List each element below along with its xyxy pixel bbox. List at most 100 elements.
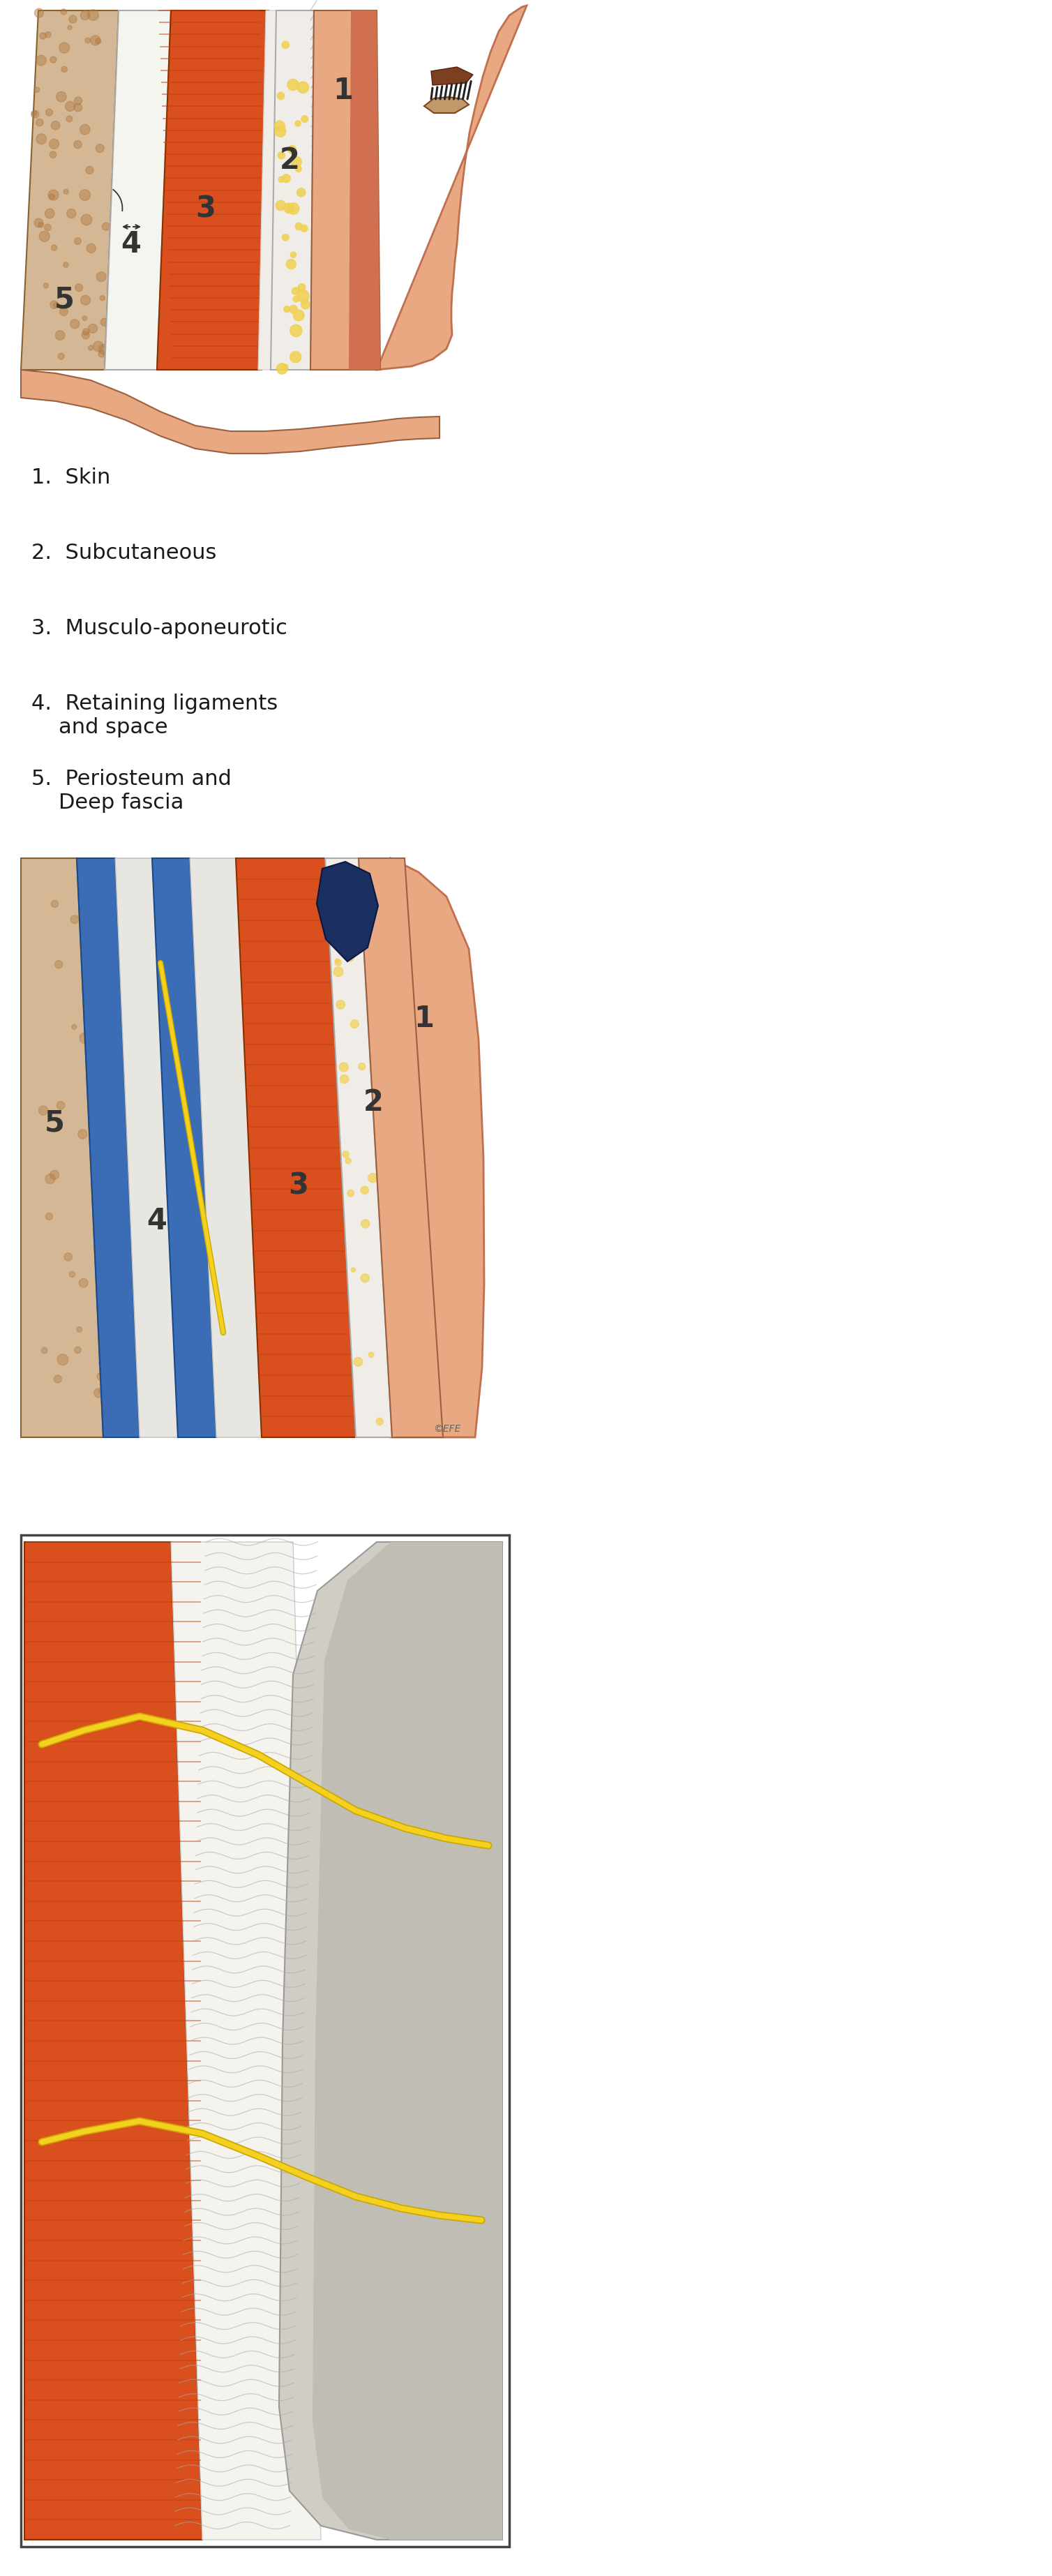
- Circle shape: [99, 1360, 104, 1365]
- Circle shape: [98, 1296, 103, 1298]
- Polygon shape: [157, 10, 268, 371]
- Circle shape: [75, 98, 82, 106]
- Circle shape: [90, 36, 100, 46]
- Circle shape: [80, 1033, 90, 1043]
- Circle shape: [97, 1066, 105, 1074]
- Circle shape: [88, 325, 98, 332]
- Circle shape: [284, 204, 295, 214]
- Circle shape: [32, 111, 39, 118]
- Circle shape: [45, 1213, 53, 1221]
- Circle shape: [45, 1175, 55, 1185]
- Circle shape: [282, 234, 289, 240]
- Circle shape: [361, 1218, 369, 1229]
- Polygon shape: [189, 858, 262, 1437]
- Circle shape: [335, 958, 341, 966]
- Circle shape: [78, 1128, 87, 1139]
- Polygon shape: [317, 863, 378, 961]
- Circle shape: [97, 1244, 105, 1252]
- Circle shape: [50, 1170, 59, 1180]
- Text: 2.  Subcutaneous: 2. Subcutaneous: [32, 544, 217, 564]
- Circle shape: [81, 296, 90, 304]
- Circle shape: [56, 93, 66, 103]
- Circle shape: [49, 193, 55, 198]
- Text: 2: 2: [280, 147, 300, 175]
- Circle shape: [38, 222, 44, 227]
- Polygon shape: [170, 1543, 321, 2540]
- Circle shape: [98, 350, 105, 358]
- Circle shape: [284, 307, 290, 312]
- Circle shape: [98, 1108, 105, 1115]
- Circle shape: [75, 237, 81, 245]
- Circle shape: [296, 165, 302, 173]
- Bar: [21, 1535, 509, 2548]
- Circle shape: [86, 245, 96, 252]
- Circle shape: [98, 1041, 104, 1048]
- Circle shape: [288, 144, 297, 155]
- Circle shape: [63, 263, 68, 268]
- Circle shape: [98, 1242, 105, 1249]
- Circle shape: [347, 1190, 355, 1198]
- Circle shape: [56, 330, 65, 340]
- Circle shape: [353, 1358, 363, 1365]
- Polygon shape: [325, 858, 392, 1437]
- Circle shape: [48, 191, 59, 201]
- Text: 3: 3: [196, 196, 216, 224]
- Circle shape: [88, 345, 94, 350]
- Circle shape: [85, 39, 90, 44]
- Text: 1.  Skin: 1. Skin: [32, 466, 110, 487]
- Circle shape: [60, 307, 67, 317]
- Circle shape: [282, 41, 289, 49]
- Circle shape: [45, 108, 53, 116]
- Polygon shape: [312, 1543, 502, 2540]
- Circle shape: [43, 283, 48, 289]
- Circle shape: [63, 188, 68, 193]
- Circle shape: [361, 1275, 369, 1283]
- Circle shape: [290, 252, 297, 258]
- Polygon shape: [424, 98, 469, 113]
- Circle shape: [94, 1388, 103, 1399]
- Circle shape: [289, 304, 298, 314]
- Circle shape: [83, 330, 89, 335]
- Circle shape: [64, 1252, 73, 1262]
- Circle shape: [294, 296, 299, 301]
- Circle shape: [80, 124, 90, 134]
- Polygon shape: [258, 10, 277, 371]
- Text: ©EFE: ©EFE: [433, 1425, 461, 1435]
- Circle shape: [286, 260, 296, 268]
- Circle shape: [85, 167, 94, 175]
- Circle shape: [99, 1388, 103, 1394]
- Polygon shape: [21, 858, 103, 1437]
- Circle shape: [79, 191, 90, 201]
- Circle shape: [65, 100, 75, 111]
- Circle shape: [97, 1103, 105, 1110]
- Polygon shape: [115, 858, 178, 1437]
- Circle shape: [55, 961, 63, 969]
- Circle shape: [100, 296, 105, 301]
- Circle shape: [350, 1020, 359, 1028]
- Circle shape: [35, 219, 43, 227]
- Circle shape: [69, 15, 77, 23]
- Circle shape: [97, 1226, 105, 1234]
- Circle shape: [96, 39, 101, 44]
- Text: 1: 1: [414, 1005, 434, 1033]
- Circle shape: [52, 899, 58, 907]
- Circle shape: [75, 1347, 81, 1352]
- Circle shape: [301, 224, 307, 232]
- Circle shape: [54, 1376, 62, 1383]
- Circle shape: [291, 289, 299, 294]
- Circle shape: [49, 152, 57, 157]
- Circle shape: [282, 175, 290, 183]
- Polygon shape: [431, 67, 473, 85]
- Circle shape: [36, 134, 46, 144]
- Polygon shape: [21, 10, 119, 371]
- Circle shape: [297, 291, 309, 301]
- Circle shape: [97, 1061, 105, 1072]
- Circle shape: [66, 116, 73, 121]
- Circle shape: [84, 938, 90, 945]
- Circle shape: [57, 1355, 68, 1365]
- Circle shape: [77, 1327, 82, 1332]
- Circle shape: [39, 232, 49, 242]
- Circle shape: [66, 209, 76, 219]
- Circle shape: [294, 309, 304, 322]
- Circle shape: [301, 116, 308, 124]
